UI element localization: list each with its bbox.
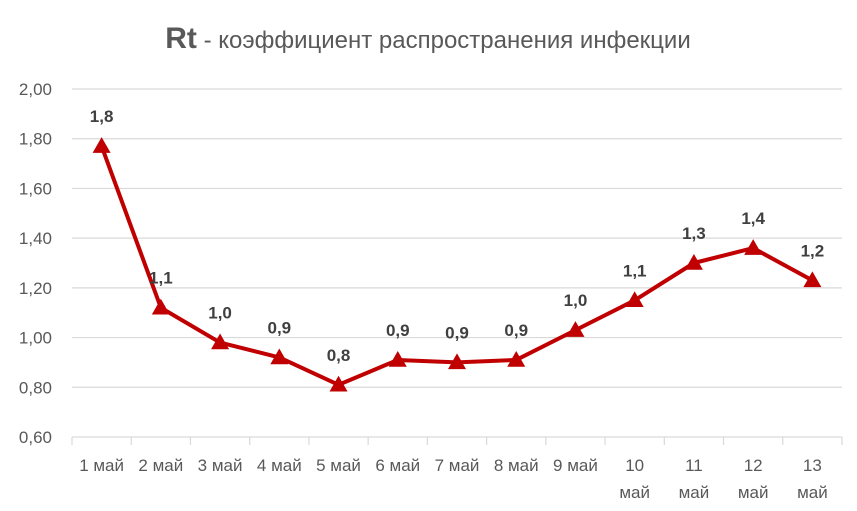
data-point-marker [684,254,703,270]
gridlines [71,88,843,445]
data-label: 0,8 [327,346,351,365]
data-label: 1,1 [623,261,647,280]
y-axis-ticks: 0,60 0,80 1,00 1,20 1,40 1,60 1,80 2,00 [19,80,52,447]
data-label: 0,9 [386,321,410,340]
x-tick-label: 11 май [679,456,710,502]
data-label: 1,1 [149,269,173,288]
data-point-marker [92,137,111,153]
data-label: 1,8 [90,107,114,126]
data-point-marker [448,353,466,370]
y-tick-label: 0,60 [19,428,52,447]
y-tick-label: 1,40 [19,229,52,248]
data-point-marker [329,375,348,392]
x-axis-ticks: 1 май 2 май 3 май 4 май 5 май 6 май 7 май 8 май… [79,456,828,502]
series-polyline [99,145,814,387]
data-point-marker [151,298,170,315]
data-point-marker [507,350,526,367]
chart-title: Rt - коэффициент распространения инфекци… [165,22,690,55]
data-point-marker [211,333,230,350]
data-label: 1,4 [741,209,765,228]
x-tick-label: 12 май [738,456,769,502]
x-tick-label: 13 май [797,456,828,502]
chart-title-main: Rt [165,22,197,55]
y-tick-label: 1,60 [19,179,52,198]
data-label: 1,0 [564,291,588,310]
x-tick-label: 10 май [619,456,650,502]
y-tick-label: 1,20 [19,279,52,298]
series-line [99,145,814,387]
data-labels: 1,8 1,1 1,0 0,9 0,8 0,9 0,9 0,9 1,0 1,1 1,3 1,4 1,2 [90,107,824,365]
y-tick-label: 0,80 [19,378,52,397]
data-label: 1,2 [801,241,825,260]
x-tick-label: 1 май [79,456,124,475]
x-tick-label: 6 май [375,456,420,475]
data-point-marker [388,350,407,367]
x-tick-label: 2 май [138,456,183,475]
data-label: 1,3 [682,224,706,243]
x-tick-label: 5 май [316,456,361,475]
y-tick-label: 1,80 [19,130,52,149]
data-point-marker [803,271,822,288]
y-tick-label: 2,00 [19,80,52,99]
x-tick-label: 8 май [494,456,539,475]
y-tick-label: 1,00 [19,329,52,348]
data-label: 0,9 [504,321,528,340]
data-label: 0,9 [267,318,291,337]
data-point-marker [625,291,644,308]
chart-title-rest: - коэффициент распространения инфекции [197,27,691,54]
data-point-marker [744,239,763,255]
data-point-marker [566,321,585,337]
x-tick-label: 7 май [435,456,480,475]
x-tick-label: 9 май [553,456,598,475]
x-tick-label: 3 май [198,456,243,475]
data-label: 1,0 [208,304,232,323]
data-point-marker [270,348,289,365]
series-markers [92,137,822,392]
x-tick-label: 4 май [257,456,302,475]
data-label: 0,9 [445,323,469,342]
